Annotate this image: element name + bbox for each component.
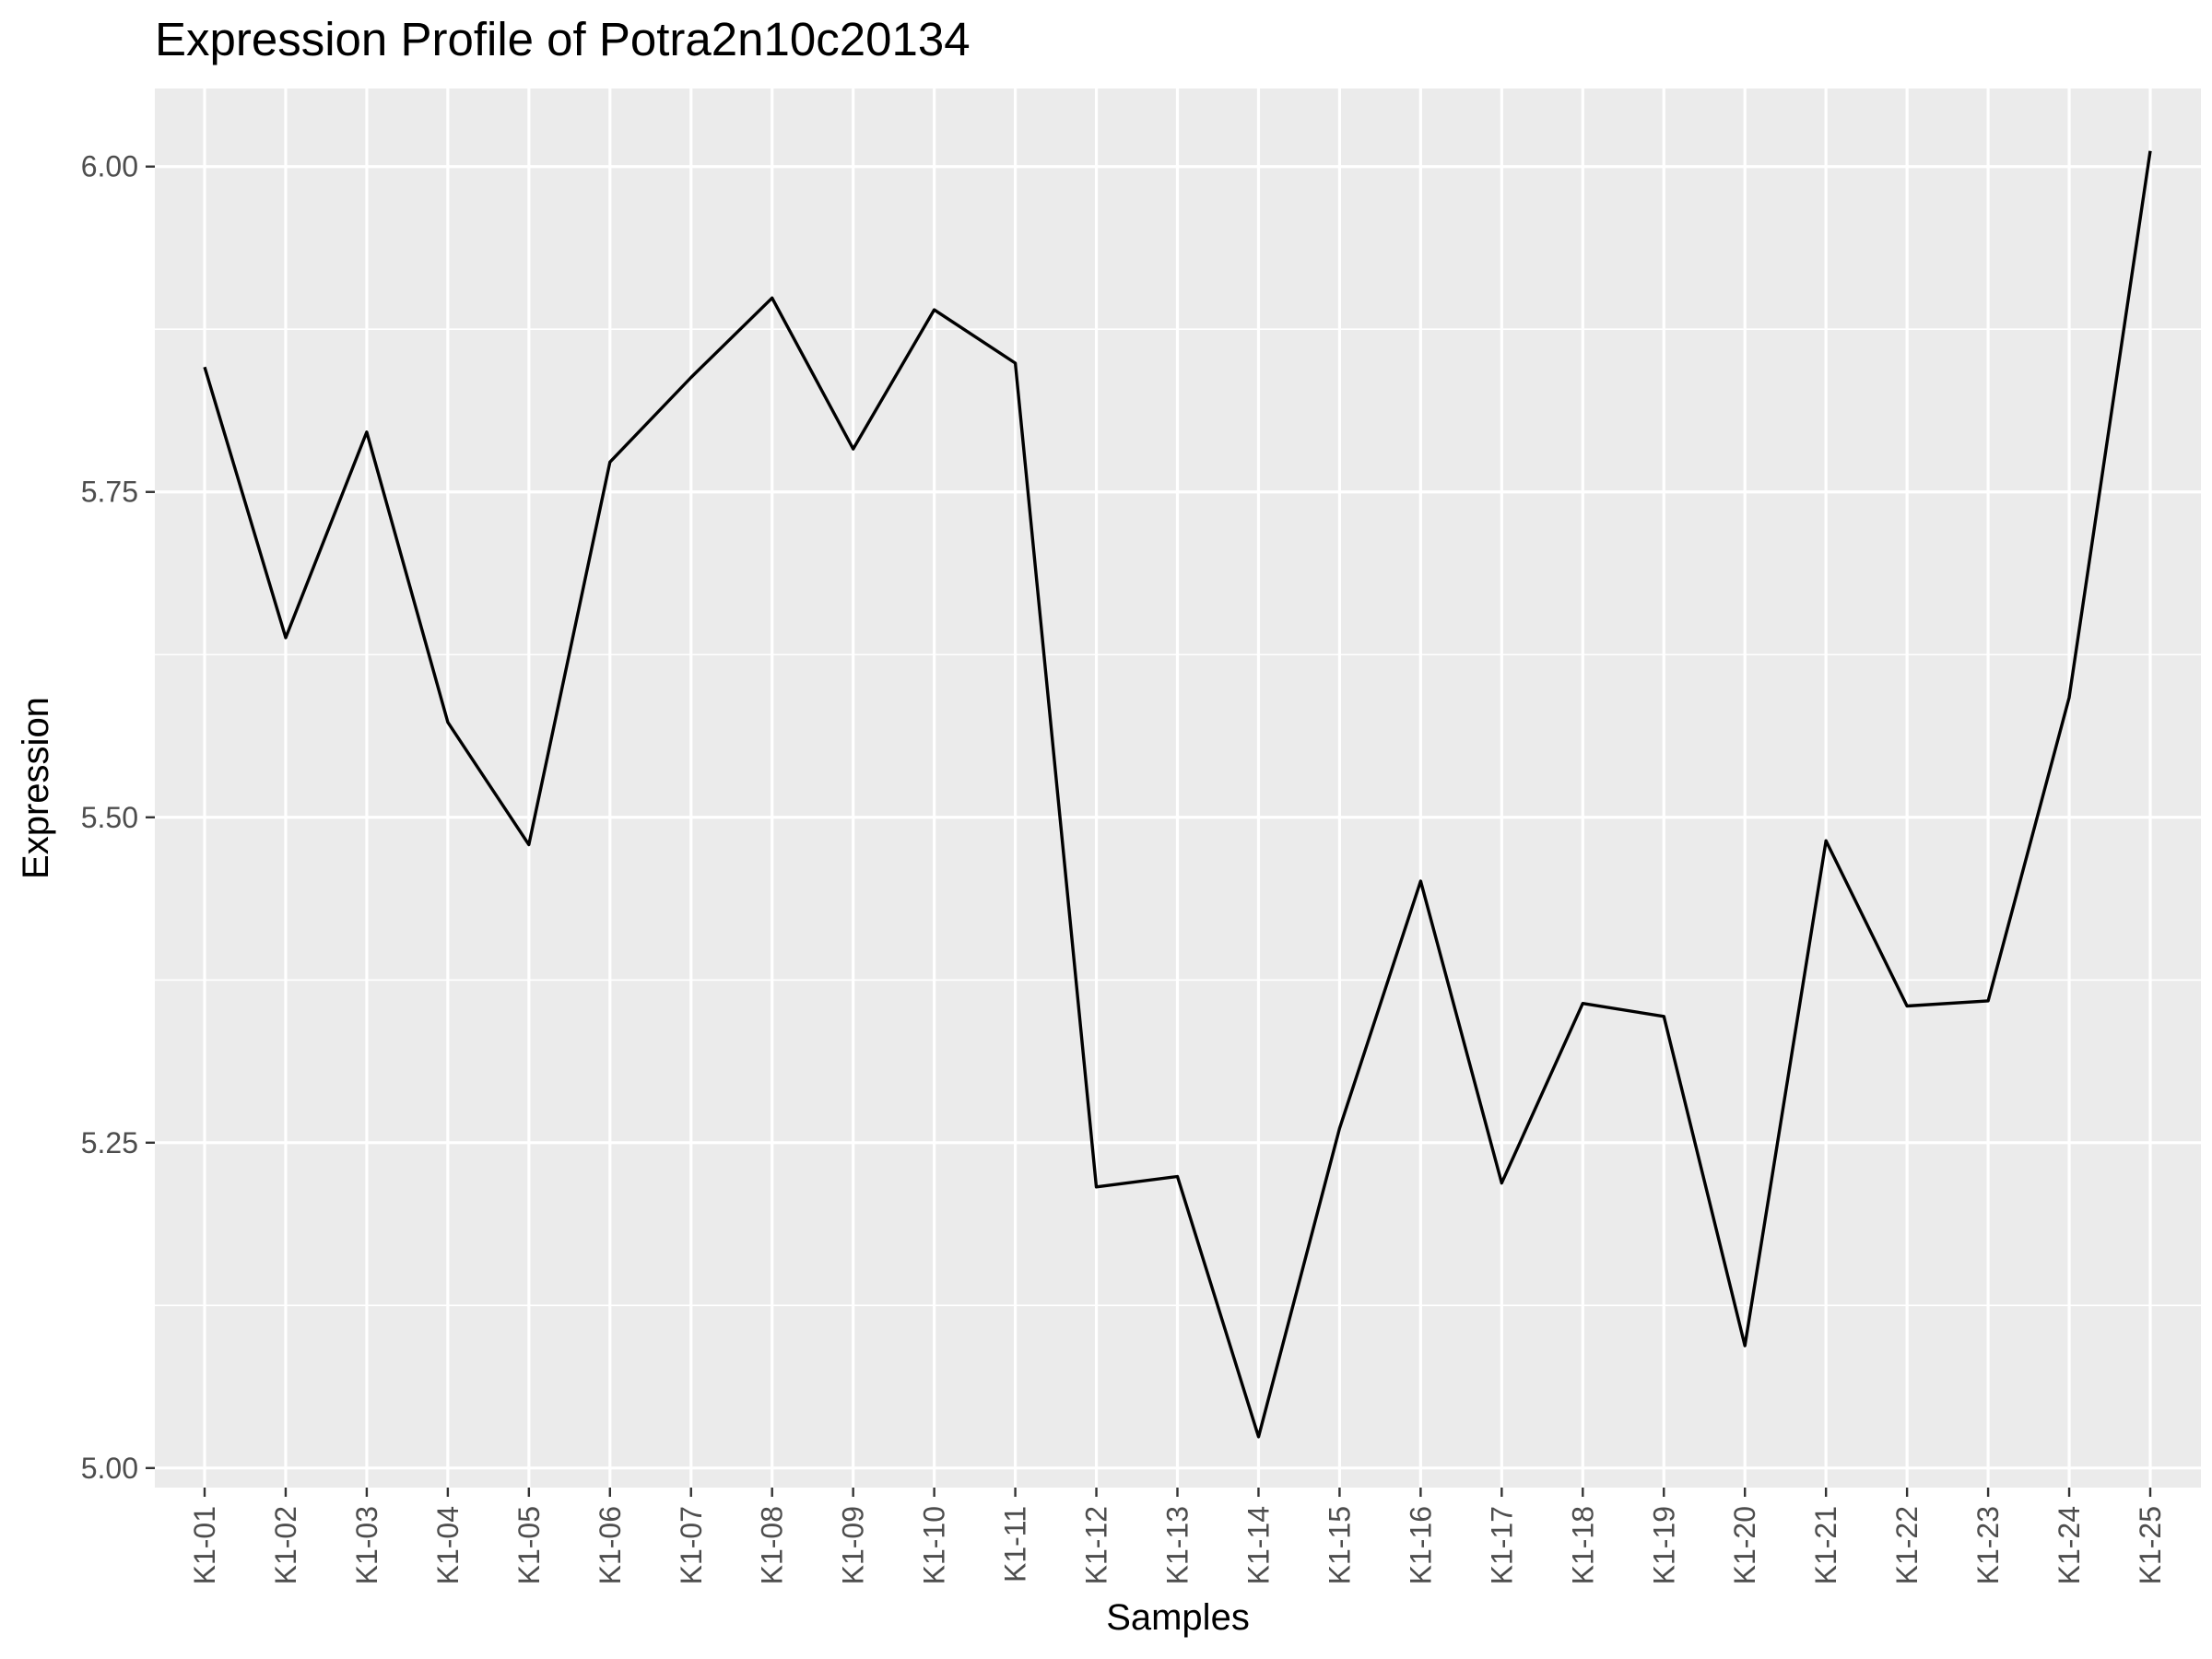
x-tick-label: K1-04 [431, 1506, 465, 1584]
y-axis-title: Expression [16, 697, 56, 879]
x-tick-label: K1-11 [999, 1506, 1032, 1583]
y-axis: 5.00 5.25 5.50 5.75 6.00 [81, 150, 155, 1485]
x-tick-label: K1-24 [2053, 1506, 2086, 1584]
x-tick-label: K1-08 [756, 1506, 789, 1584]
x-axis: K1-01 K1-02 K1-03 K1-04 K1-05 K1-06 K1-07 K1-08… [188, 1488, 2167, 1584]
x-tick-label: K1-03 [350, 1506, 383, 1584]
x-tick-label: K1-07 [675, 1506, 708, 1584]
x-tick-label: K1-01 [188, 1506, 221, 1584]
x-tick-label: K1-15 [1323, 1506, 1356, 1584]
x-tick-label: K1-16 [1404, 1506, 1437, 1584]
x-tick-label: K1-19 [1647, 1506, 1680, 1584]
x-tick-label: K1-18 [1566, 1506, 1599, 1584]
major-gridlines [155, 88, 2201, 1488]
x-tick-label: K1-05 [512, 1506, 546, 1584]
x-tick-label: K1-20 [1728, 1506, 1761, 1584]
x-tick-label: K1-10 [918, 1506, 951, 1584]
x-tick-label: K1-02 [269, 1506, 302, 1584]
x-tick-label: K1-23 [1971, 1506, 2005, 1584]
x-tick-label: K1-12 [1080, 1506, 1113, 1584]
x-tick-label: K1-17 [1485, 1506, 1518, 1584]
x-tick-label: K1-13 [1161, 1506, 1194, 1584]
y-tick-label: 5.50 [81, 801, 138, 834]
expression-series-line [203, 150, 2152, 1439]
y-tick-label: 5.75 [81, 476, 138, 509]
x-tick-label: K1-06 [594, 1506, 627, 1584]
x-tick-label: K1-22 [1890, 1506, 1924, 1584]
x-tick-label: K1-25 [2134, 1506, 2167, 1584]
x-tick-label: K1-14 [1241, 1506, 1275, 1584]
y-tick-label: 5.00 [81, 1452, 138, 1485]
x-axis-title: Samples [1106, 1597, 1250, 1638]
chart-title: Expression Profile of Potra2n10c20134 [155, 13, 971, 65]
y-tick-label: 5.25 [81, 1126, 138, 1159]
x-tick-label: K1-09 [837, 1506, 870, 1584]
x-tick-label: K1-21 [1809, 1506, 1842, 1584]
y-tick-label: 6.00 [81, 150, 138, 183]
